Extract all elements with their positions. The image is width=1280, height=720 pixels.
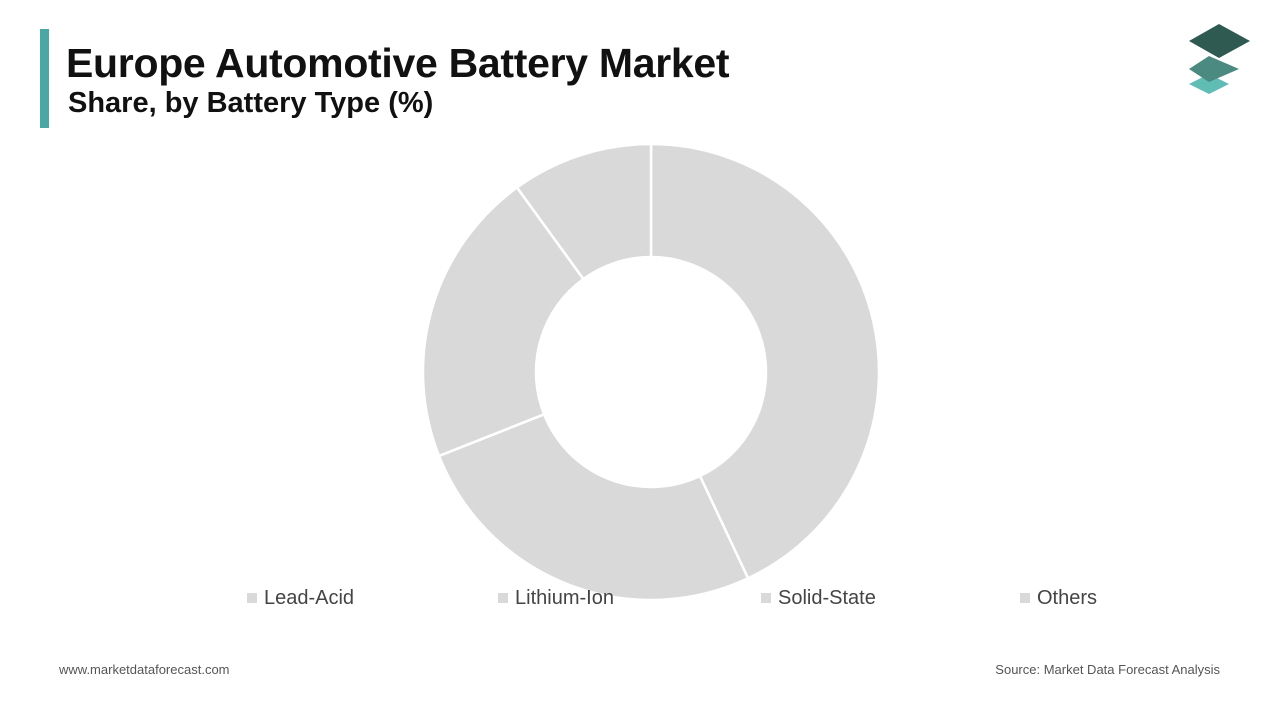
legend-item-others: Others [1020, 586, 1097, 610]
donut-slice-lithium-ion [437, 412, 750, 602]
logo-layer-bottom [1189, 74, 1229, 94]
legend-swatch [1020, 593, 1030, 603]
legend-swatch [247, 593, 257, 603]
footer-source: Source: Market Data Forecast Analysis [995, 662, 1220, 677]
legend-swatch [498, 593, 508, 603]
legend-swatch [761, 593, 771, 603]
legend-item-lithium-ion: Lithium-Ion [498, 586, 614, 610]
stacked-layers-icon [1189, 24, 1250, 94]
footer-website: www.marketdataforecast.com [59, 662, 230, 677]
logo-layer-middle [1189, 56, 1239, 82]
title-accent-bar [40, 29, 49, 128]
logo-layer-top [1189, 24, 1250, 58]
page-subtitle: Share, by Battery Type (%) [68, 87, 434, 119]
donut-slice-lead-acid [649, 142, 881, 580]
legend-label: Solid-State [778, 586, 876, 609]
page-title: Europe Automotive Battery Market [66, 40, 730, 86]
legend-label: Others [1037, 586, 1098, 609]
legend-item-solid-state: Solid-State [761, 586, 876, 610]
legend-item-lead-acid: Lead-Acid [247, 586, 354, 610]
legend-label: Lithium-Ion [515, 586, 614, 609]
donut-slice-others [515, 142, 653, 281]
legend-label: Lead-Acid [264, 586, 355, 609]
donut-slice-solid-state [421, 185, 586, 458]
